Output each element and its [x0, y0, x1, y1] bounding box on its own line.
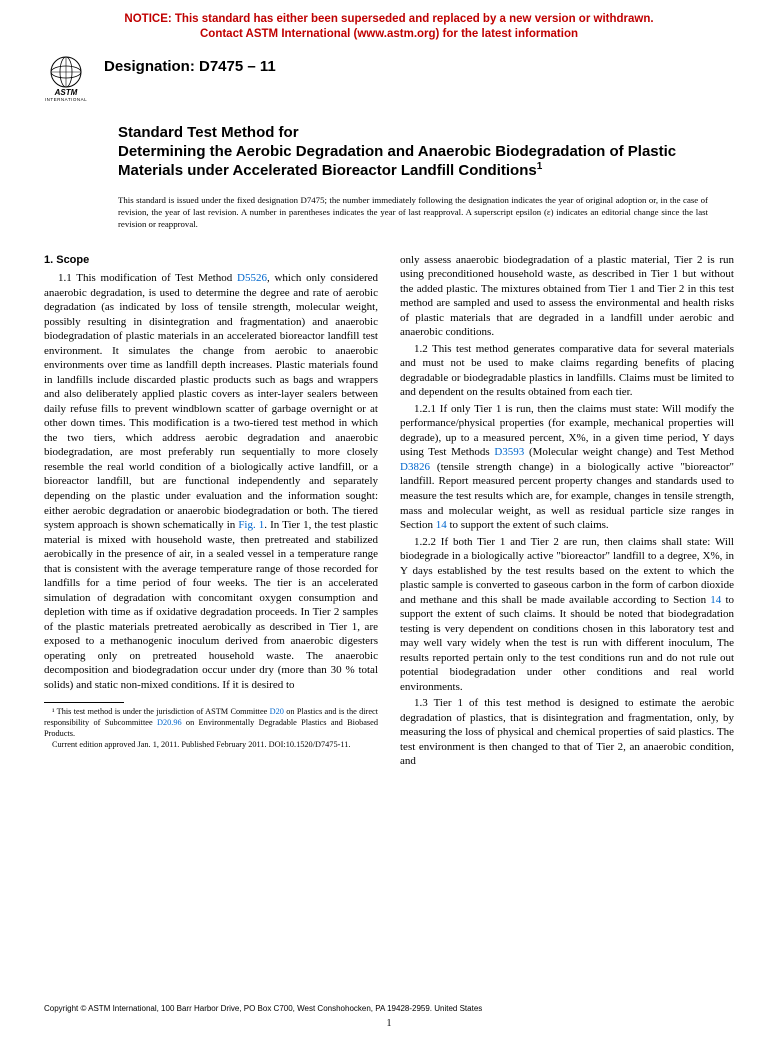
svg-text:ASTM: ASTM [54, 88, 78, 97]
para-1-2-2: 1.2.2 If both Tier 1 and Tier 2 are run,… [400, 535, 734, 695]
title-pre: Standard Test Method for [118, 124, 708, 143]
para-1-2-1: 1.2.1 If only Tier 1 is run, then the cl… [400, 402, 734, 533]
notice-line2: Contact ASTM International (www.astm.org… [200, 28, 578, 40]
title-main-text: Determining the Aerobic Degradation and … [118, 143, 676, 180]
title-main: Determining the Aerobic Degradation and … [118, 143, 708, 182]
footnote-rule [44, 702, 124, 703]
copyright-line: Copyright © ASTM International, 100 Barr… [44, 1004, 482, 1013]
left-column: 1. Scope 1.1 This modification of Test M… [44, 253, 378, 771]
notice-line1: NOTICE: This standard has either been su… [124, 13, 653, 25]
p121b: (Molecular weight change) and Test Metho… [524, 446, 734, 458]
fn-a: ¹ This test method is under the jurisdic… [52, 707, 270, 716]
scope-heading: 1. Scope [44, 253, 378, 268]
link-sec14a[interactable]: 14 [436, 519, 447, 531]
link-d5526[interactable]: D5526 [237, 272, 267, 284]
p11b: , which only considered anaerobic degrad… [44, 272, 378, 531]
para-1-1-cont: only assess anaerobic biodegradation of … [400, 253, 734, 340]
title-block: Standard Test Method for Determining the… [0, 102, 778, 181]
link-sec14b[interactable]: 14 [710, 594, 721, 606]
footnote-2: Current edition approved Jan. 1, 2011. P… [44, 740, 378, 751]
link-d3593[interactable]: D3593 [494, 446, 524, 458]
para-1-3: 1.3 Tier 1 of this test method is design… [400, 696, 734, 769]
link-fig1[interactable]: Fig. 1 [238, 519, 264, 531]
astm-logo-icon: ASTM INTERNATIONAL [40, 54, 92, 102]
link-d2096[interactable]: D20.96 [157, 718, 182, 727]
body-columns: 1. Scope 1.1 This modification of Test M… [0, 231, 778, 771]
p11c: . In Tier 1, the test plastic material i… [44, 519, 378, 691]
footnote-1: ¹ This test method is under the jurisdic… [44, 707, 378, 739]
right-column: only assess anaerobic biodegradation of … [400, 253, 734, 771]
para-1-1: 1.1 This modification of Test Method D55… [44, 271, 378, 692]
header-row: ASTM INTERNATIONAL Designation: D7475 – … [0, 50, 778, 102]
notice-banner: NOTICE: This standard has either been su… [0, 0, 778, 50]
designation-label: Designation: D7475 – 11 [104, 54, 276, 75]
svg-text:INTERNATIONAL: INTERNATIONAL [45, 97, 87, 102]
p122a: 1.2.2 If both Tier 1 and Tier 2 are run,… [400, 536, 734, 606]
link-d20[interactable]: D20 [270, 707, 284, 716]
p121d: to support the extent of such claims. [447, 519, 609, 531]
issuance-note: This standard is issued under the fixed … [0, 181, 778, 231]
p11a: 1.1 This modification of Test Method [58, 272, 237, 284]
title-sup: 1 [537, 161, 543, 172]
link-d3826[interactable]: D3826 [400, 461, 430, 473]
page-number: 1 [0, 1018, 778, 1029]
p122b: to support the extent of such claims. It… [400, 594, 734, 693]
para-1-2: 1.2 This test method generates comparati… [400, 342, 734, 400]
